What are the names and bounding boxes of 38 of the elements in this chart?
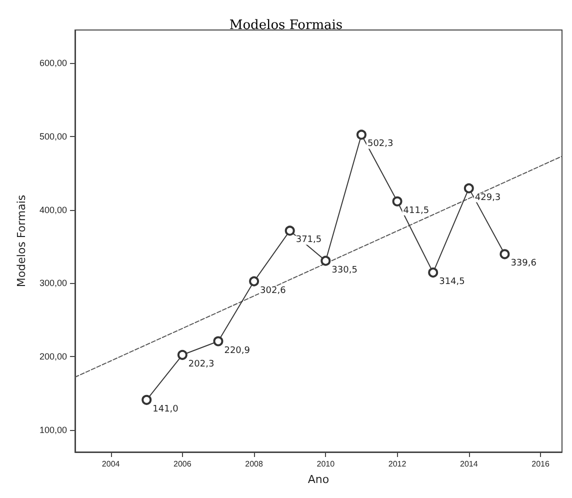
data-label: 302,6 xyxy=(260,286,286,296)
x-tick-label: 2012 xyxy=(388,460,407,468)
point xyxy=(428,268,438,278)
y-tick-label: 300,00 xyxy=(39,278,67,288)
y-tick-label: 200,00 xyxy=(39,352,67,362)
data-label: 429,3 xyxy=(474,192,501,203)
point xyxy=(142,394,152,405)
point xyxy=(284,226,295,236)
x-tick-label: 2016 xyxy=(532,460,550,468)
chart-title: Modelos Formais xyxy=(229,18,343,33)
point xyxy=(320,256,331,266)
point xyxy=(356,130,366,140)
data-label: 202,3 xyxy=(188,359,214,370)
point xyxy=(464,183,474,194)
point xyxy=(177,350,188,360)
x-tick-label: 2014 xyxy=(460,460,478,468)
data-label: 141,0 xyxy=(152,404,179,414)
x-tick-label: 2006 xyxy=(174,460,192,468)
data-label: 411,5 xyxy=(403,206,430,216)
y-tick-label: 600,00 xyxy=(39,58,67,68)
data-label: 314,5 xyxy=(439,277,465,288)
data-label: 339,6 xyxy=(510,258,537,269)
data-label: 220,9 xyxy=(224,346,250,356)
x-tick-label: 2008 xyxy=(245,460,264,468)
point xyxy=(392,196,402,206)
x-tick-label: 2004 xyxy=(102,460,120,468)
data-label: 502,3 xyxy=(367,139,394,150)
point xyxy=(500,249,510,260)
x-tick-label: 2010 xyxy=(316,460,336,468)
data-label: 371,5 xyxy=(296,235,322,246)
y-tick-label: 400,00 xyxy=(39,204,67,215)
point xyxy=(249,276,260,286)
y-tick-label: 500,00 xyxy=(39,131,67,142)
y-axis-title: Modelos Formais xyxy=(15,194,28,288)
point xyxy=(213,336,224,346)
y-tick-label: 100,00 xyxy=(39,424,67,435)
data-label: 330,5 xyxy=(332,265,358,276)
x-axis-title: Ano xyxy=(308,473,330,486)
